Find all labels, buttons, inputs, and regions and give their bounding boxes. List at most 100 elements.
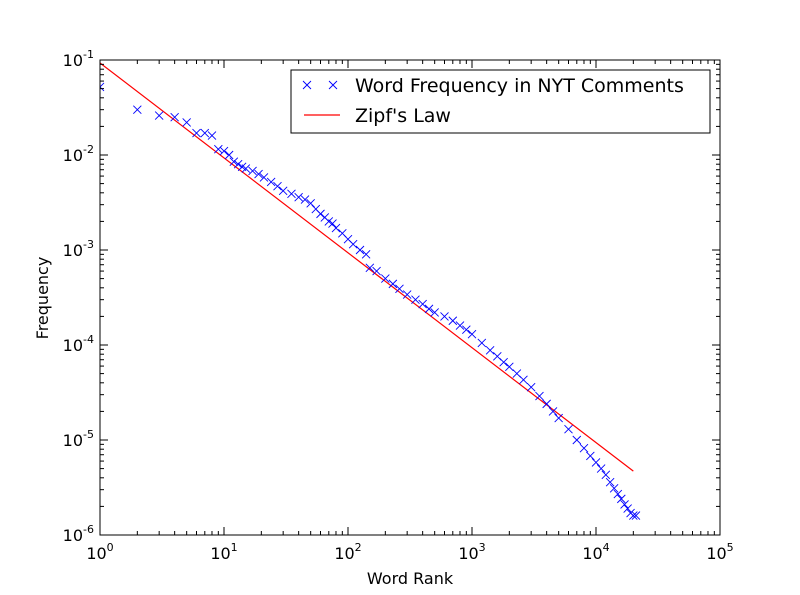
y-tick-label: 10-2 bbox=[63, 143, 94, 165]
x-tick-label: 102 bbox=[334, 541, 361, 563]
scatter-point bbox=[241, 164, 251, 173]
tick-exponent: 1 bbox=[231, 541, 238, 554]
y-tick-label: 10-4 bbox=[63, 333, 94, 355]
scatter-point bbox=[455, 321, 465, 330]
tick-exponent: -2 bbox=[83, 143, 94, 156]
scatter-point bbox=[395, 284, 404, 294]
scatter-point bbox=[273, 181, 282, 191]
scatter-point bbox=[519, 375, 528, 385]
scatter-point bbox=[372, 266, 381, 276]
scatter-point bbox=[254, 169, 263, 179]
scatter-point bbox=[388, 279, 398, 289]
scatter-point bbox=[629, 511, 638, 520]
x-tick-label: 101 bbox=[210, 541, 237, 563]
scatter-point bbox=[348, 239, 358, 249]
legend-x-marker bbox=[328, 80, 338, 90]
axis-ticks bbox=[99, 59, 721, 536]
scatter-point bbox=[485, 345, 495, 355]
scatter-point bbox=[631, 511, 641, 520]
scatter-point bbox=[613, 489, 623, 499]
scatter-point bbox=[100, 82, 105, 92]
scatter-point bbox=[214, 144, 223, 154]
scatter-point bbox=[605, 477, 615, 487]
scatter-point bbox=[316, 209, 325, 219]
scatter-point bbox=[462, 325, 471, 334]
scatter-point bbox=[182, 118, 191, 127]
scatter-point bbox=[542, 399, 551, 409]
y-axis-label: Frequency bbox=[33, 257, 52, 340]
scatter-point bbox=[331, 223, 341, 233]
tick-base: 10 bbox=[63, 336, 83, 355]
scatter-point bbox=[233, 159, 243, 169]
legend-marker-scatter bbox=[302, 80, 338, 90]
scatter-point bbox=[170, 112, 179, 122]
x-tick-labels: 100 101 102 103 104 105 bbox=[86, 541, 733, 563]
legend-label-line: Zipf's Law bbox=[355, 105, 451, 127]
scatter-point bbox=[596, 464, 606, 473]
scatter-point bbox=[548, 407, 558, 416]
tick-base: 10 bbox=[582, 544, 602, 563]
scatter-point bbox=[355, 245, 365, 255]
tick-base: 10 bbox=[706, 544, 726, 563]
tick-exponent: 4 bbox=[603, 541, 610, 554]
scatter-point bbox=[448, 316, 458, 326]
y-tick-label: 10-5 bbox=[63, 428, 94, 450]
tick-exponent: 2 bbox=[355, 541, 362, 554]
y-tick-label: 10-1 bbox=[63, 48, 94, 70]
scatter-point bbox=[328, 219, 337, 228]
tick-base: 10 bbox=[334, 544, 354, 563]
legend-x-marker bbox=[302, 80, 312, 90]
x-tick-label: 105 bbox=[706, 541, 733, 563]
scatter-point bbox=[424, 304, 434, 314]
scatter-point bbox=[609, 484, 619, 493]
x-tick-label: 104 bbox=[582, 541, 609, 563]
scatter-point bbox=[467, 329, 477, 339]
scatter-point bbox=[579, 443, 589, 453]
scatter-point bbox=[219, 146, 229, 156]
tick-exponent: 3 bbox=[479, 541, 486, 554]
legend-box bbox=[290, 69, 711, 134]
scatter-point bbox=[591, 458, 601, 467]
tick-base: 10 bbox=[458, 544, 478, 563]
tick-base: 10 bbox=[86, 544, 106, 563]
tick-base: 10 bbox=[63, 526, 83, 545]
scatter-point bbox=[477, 338, 487, 348]
scatter-point bbox=[554, 413, 563, 423]
scatter-point bbox=[535, 391, 544, 401]
scatter-point bbox=[300, 195, 310, 204]
scatter-point bbox=[499, 357, 508, 367]
x-axis-label: Word Rank bbox=[367, 569, 454, 588]
tick-base: 10 bbox=[63, 146, 83, 165]
scatter-point bbox=[620, 500, 629, 509]
scatter-point bbox=[572, 435, 582, 445]
y-tick-label: 10-3 bbox=[63, 238, 94, 260]
plot-frame bbox=[99, 59, 721, 536]
tick-base: 10 bbox=[63, 431, 83, 450]
zipf-law-line bbox=[100, 62, 634, 472]
scatter-point bbox=[616, 494, 626, 504]
scatter-point bbox=[259, 173, 269, 182]
tick-exponent: -3 bbox=[83, 238, 94, 251]
scatter-point bbox=[133, 105, 142, 114]
scatter-point bbox=[381, 274, 390, 283]
scatter-point bbox=[192, 128, 201, 138]
x-tick-label: 103 bbox=[458, 541, 485, 563]
scatter-point bbox=[287, 189, 296, 199]
scatter-point bbox=[623, 504, 632, 513]
scatter-point bbox=[505, 362, 514, 372]
y-tick-labels: 10-110-210-310-410-510-6 bbox=[63, 48, 94, 545]
tick-base: 10 bbox=[210, 544, 230, 563]
y-tick-label: 10-6 bbox=[63, 523, 94, 545]
scatter-point bbox=[361, 250, 371, 259]
scatter-point bbox=[418, 299, 427, 309]
scatter-point bbox=[248, 166, 257, 176]
tick-base: 10 bbox=[63, 51, 83, 70]
scatter-point bbox=[224, 150, 234, 160]
scatter-point bbox=[564, 424, 573, 434]
tick-exponent: -5 bbox=[83, 428, 94, 441]
scatter-point bbox=[586, 451, 595, 461]
scatter-point bbox=[411, 295, 420, 304]
scatter-point bbox=[430, 308, 439, 317]
tick-exponent: -6 bbox=[83, 523, 94, 536]
